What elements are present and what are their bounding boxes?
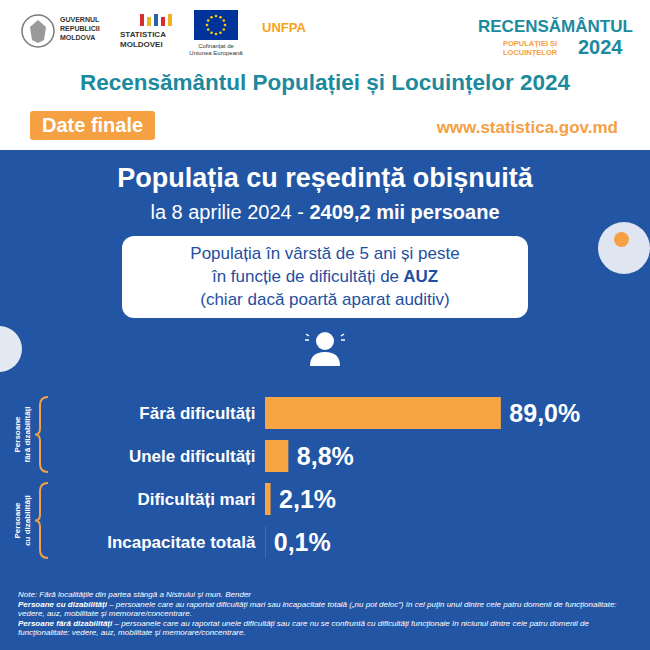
html-text:Date finale: Date finale [42,114,144,136]
html-text:la 8 aprilie 2024 - 2409,2 mii: la 8 aprilie 2024 - 2409,2 mii persoane [150,201,500,223]
html-text:(chiar dacă poartă aparat audi: (chiar dacă poartă aparat auditiv) [200,290,450,309]
svg-text:Dificultăți mari: Dificultăți mari [137,490,255,509]
html-text:Note: Fără localitățile din pa: Note: Fără localitățile din partea stâng… [18,590,251,599]
svg-text:0,1%: 0,1% [274,528,331,556]
svg-text:Persoanefără dizabilități: Persoanefără dizabilități [13,406,32,462]
svg-text:Persoanecu dizabilități: Persoanecu dizabilități [13,495,32,546]
html-text:www.statistica.gov.md: www.statistica.gov.md [436,118,618,137]
html-text:Persoane fără dizabilități – p: Persoane fără dizabilități – persoanele … [18,618,589,638]
html-text:STATISTICA MOLDOVEI: STATISTICA MOLDOVEI [120,30,166,49]
html-text:Recensământul Populației și Lo: Recensământul Populației și Locuințelor … [79,70,571,95]
html-text:RECENSĂMÂNTUL: RECENSĂMÂNTUL [478,17,633,36]
svg-text:Unele dificultăți: Unele dificultăți [129,447,256,466]
html-text:Cofinanțat de Uniunea European: Cofinanțat de Uniunea Europeană [189,43,243,56]
html-text:POPULAȚIEI ȘI LOCUINȚELOR: POPULAȚIEI ȘI LOCUINȚELOR [503,39,558,57]
svg-text:89,0%: 89,0% [509,399,580,427]
html-text:Populația în vârstă de 5 ani ș: Populația în vârstă de 5 ani și peste [190,244,460,263]
svg-text:8,8%: 8,8% [297,442,354,470]
html-text:Populația cu reședință obișnui: Populația cu reședință obișnuită [117,163,533,193]
html-text:GUVERNUL REPUBLICII MOLDOVA: GUVERNUL REPUBLICII MOLDOVA [60,16,100,41]
html-text:2024: 2024 [578,36,623,58]
html-text:în funcție de dificultăți de A: în funcție de dificultăți de AUZ [211,267,439,286]
html-text:UNFPA: UNFPA [262,20,306,35]
html-text:Persoane cu dizabilități – per: Persoane cu dizabilități – persoanele ca… [18,599,617,619]
svg-text:Fără dificultăți: Fără dificultăți [139,404,255,423]
svg-text:Incapacitate totală: Incapacitate totală [107,533,256,552]
svg-text:2,1%: 2,1% [279,485,336,513]
